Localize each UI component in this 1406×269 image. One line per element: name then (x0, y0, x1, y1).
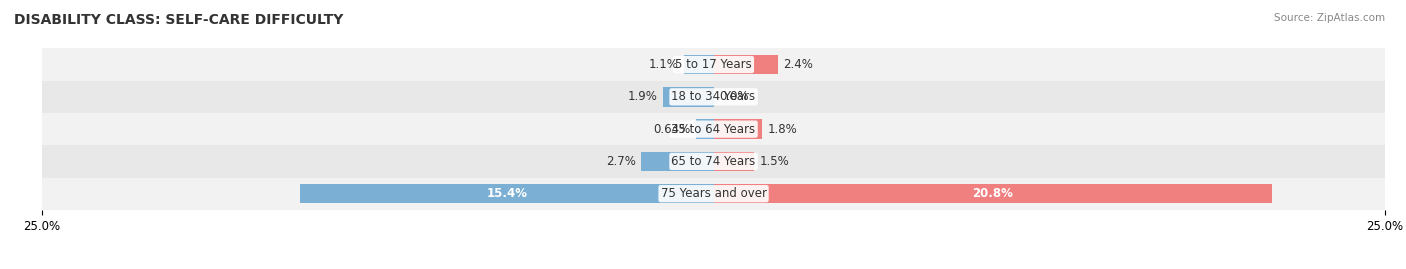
Text: 0.0%: 0.0% (718, 90, 748, 103)
Text: 5 to 17 Years: 5 to 17 Years (675, 58, 752, 71)
Text: 1.8%: 1.8% (768, 123, 797, 136)
Text: 1.9%: 1.9% (627, 90, 657, 103)
Text: 15.4%: 15.4% (486, 187, 527, 200)
Bar (683, 55, 713, 74)
Text: 75 Years and over: 75 Years and over (661, 187, 766, 200)
Bar (713, 55, 778, 74)
Text: 35 to 64 Years: 35 to 64 Years (672, 123, 755, 136)
Text: 1.1%: 1.1% (648, 58, 679, 71)
Bar (42, 81, 1385, 113)
Text: Source: ZipAtlas.com: Source: ZipAtlas.com (1274, 13, 1385, 23)
Text: 1.5%: 1.5% (759, 155, 789, 168)
Text: 0.64%: 0.64% (654, 123, 690, 136)
Bar (42, 48, 1385, 81)
Bar (713, 152, 754, 171)
Text: 18 to 34 Years: 18 to 34 Years (672, 90, 755, 103)
Text: 2.4%: 2.4% (783, 58, 813, 71)
Bar (641, 152, 713, 171)
Text: DISABILITY CLASS: SELF-CARE DIFFICULTY: DISABILITY CLASS: SELF-CARE DIFFICULTY (14, 13, 343, 27)
Bar (42, 178, 1385, 210)
Text: 20.8%: 20.8% (973, 187, 1014, 200)
Text: 65 to 74 Years: 65 to 74 Years (672, 155, 755, 168)
Bar (713, 119, 762, 139)
Bar (696, 119, 713, 139)
Bar (42, 145, 1385, 178)
Bar (713, 184, 1272, 203)
Bar (662, 87, 713, 107)
Bar (299, 184, 713, 203)
Text: 2.7%: 2.7% (606, 155, 636, 168)
Bar (42, 113, 1385, 145)
